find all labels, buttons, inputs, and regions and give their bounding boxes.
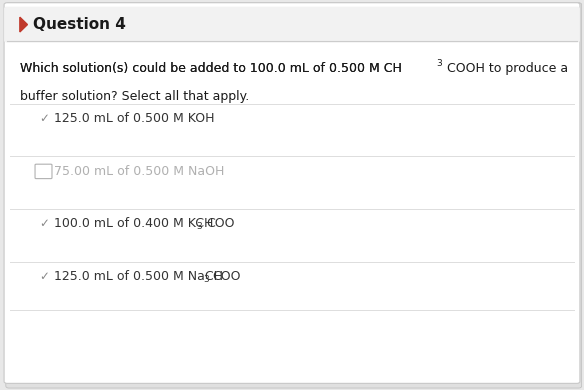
Text: ✓: ✓ — [39, 217, 49, 230]
FancyBboxPatch shape — [7, 9, 577, 41]
Text: Question 4: Question 4 — [33, 17, 126, 32]
Text: COOH to produce a: COOH to produce a — [447, 62, 568, 75]
FancyBboxPatch shape — [4, 3, 580, 383]
FancyBboxPatch shape — [4, 7, 580, 43]
Text: buffer solution? Select all that apply.: buffer solution? Select all that apply. — [20, 90, 249, 103]
Text: 100.0 mL of 0.400 M KCH: 100.0 mL of 0.400 M KCH — [54, 217, 213, 230]
Text: 125.0 mL of 0.500 M NaCH: 125.0 mL of 0.500 M NaCH — [54, 270, 223, 283]
Text: 3: 3 — [197, 222, 203, 231]
Text: ✓: ✓ — [39, 112, 49, 125]
Text: 75.00 mL of 0.500 M NaOH: 75.00 mL of 0.500 M NaOH — [54, 165, 224, 178]
Text: 125.0 mL of 0.500 M KOH: 125.0 mL of 0.500 M KOH — [54, 112, 214, 125]
Text: 3: 3 — [203, 275, 208, 284]
Text: COO: COO — [213, 270, 241, 283]
Text: ✓: ✓ — [39, 270, 49, 283]
Text: COO: COO — [206, 217, 235, 230]
FancyBboxPatch shape — [6, 3, 582, 388]
Text: 3: 3 — [436, 59, 442, 68]
Text: Which solution(s) could be added to 100.0 mL of 0.500 M CH: Which solution(s) could be added to 100.… — [20, 62, 402, 75]
Polygon shape — [20, 17, 27, 32]
Text: Which solution(s) could be added to 100.0 mL of 0.500 M CH: Which solution(s) could be added to 100.… — [20, 62, 402, 75]
